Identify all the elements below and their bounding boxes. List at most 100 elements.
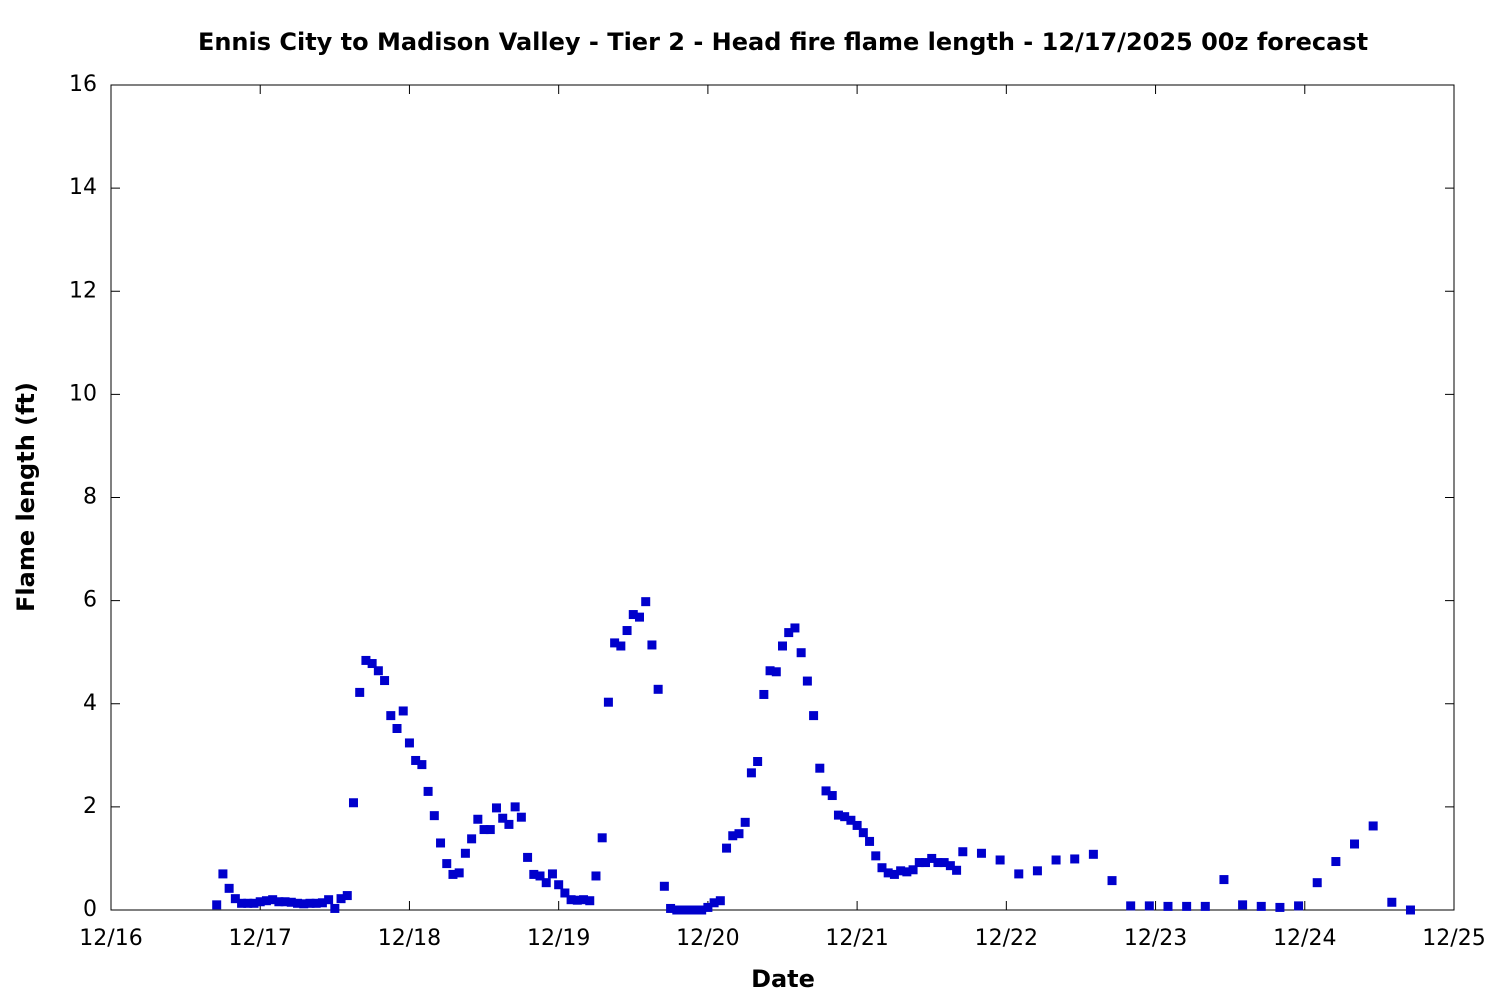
data-point <box>734 829 744 839</box>
y-tick-label: 0 <box>83 897 97 922</box>
data-point <box>348 798 358 808</box>
data-point <box>659 881 669 891</box>
data-point <box>790 623 800 633</box>
y-tick-label: 8 <box>83 485 97 510</box>
y-tick-label: 16 <box>69 72 97 97</box>
x-tick-label: 12/18 <box>378 926 441 951</box>
data-point <box>765 666 775 676</box>
data-point <box>442 859 452 869</box>
data-point <box>815 763 825 773</box>
data-point <box>1256 901 1266 911</box>
data-point <box>429 811 439 821</box>
data-point <box>392 724 402 733</box>
data-point <box>541 878 551 888</box>
data-point <box>622 626 632 636</box>
data-point <box>560 888 570 898</box>
data-point <box>305 898 315 908</box>
data-point <box>603 697 613 707</box>
data-point <box>479 825 489 835</box>
data-point <box>1405 905 1415 915</box>
data-point <box>448 869 458 879</box>
data-point <box>871 851 881 861</box>
data-point <box>628 610 638 620</box>
data-point <box>324 895 334 905</box>
data-point <box>423 786 433 796</box>
data-point <box>896 866 906 876</box>
data-point <box>616 641 626 651</box>
data-point <box>1088 849 1098 859</box>
data-point <box>1107 876 1117 886</box>
data-point <box>218 869 228 879</box>
data-point <box>610 638 620 648</box>
data-point <box>367 659 377 669</box>
data-point <box>821 786 831 796</box>
data-point <box>740 817 750 827</box>
data-point <box>566 895 576 905</box>
data-point <box>504 819 514 829</box>
data-point <box>237 898 247 908</box>
data-point <box>914 858 924 868</box>
data-point <box>678 905 688 915</box>
data-point <box>728 831 738 841</box>
data-point <box>597 833 607 843</box>
x-tick-label: 12/21 <box>825 926 888 951</box>
data-point <box>1032 866 1042 876</box>
data-point <box>952 865 962 875</box>
data-point <box>1387 897 1397 907</box>
data-point <box>243 898 253 908</box>
y-tick-label: 4 <box>83 691 97 716</box>
x-tick-label: 12/19 <box>527 926 590 951</box>
data-point <box>1182 901 1192 911</box>
x-tick-label: 12/22 <box>975 926 1038 951</box>
data-point <box>579 895 589 905</box>
data-point <box>1014 869 1024 879</box>
data-point <box>293 898 303 908</box>
data-point <box>784 628 794 638</box>
data-point <box>995 855 1005 865</box>
data-point <box>858 828 868 838</box>
data-point <box>467 834 477 844</box>
data-point <box>703 902 713 912</box>
data-point <box>666 903 676 913</box>
data-point <box>771 667 781 677</box>
data-point <box>976 848 986 858</box>
data-point <box>591 871 601 881</box>
data-point <box>261 896 271 906</box>
data-point <box>902 867 912 877</box>
x-tick-label: 12/23 <box>1124 926 1187 951</box>
data-point <box>1331 857 1341 867</box>
data-point <box>1051 855 1061 865</box>
data-point <box>411 755 421 765</box>
data-point <box>1275 902 1285 912</box>
x-tick-label: 12/20 <box>676 926 739 951</box>
y-tick-label: 14 <box>69 175 97 200</box>
data-point <box>846 815 856 825</box>
data-point <box>336 894 346 904</box>
data-point <box>249 898 259 908</box>
data-point <box>778 641 787 651</box>
data-point <box>939 858 949 868</box>
data-point <box>877 863 887 873</box>
data-point <box>1368 821 1378 831</box>
data-point <box>255 897 265 907</box>
data-point <box>796 648 806 658</box>
x-tick-label: 12/25 <box>1422 926 1485 951</box>
data-point <box>224 883 234 893</box>
data-point <box>1312 878 1322 888</box>
data-point <box>1163 901 1173 911</box>
x-tick-label: 12/16 <box>79 926 142 951</box>
data-point <box>330 903 340 913</box>
data-point <box>641 597 651 607</box>
data-point <box>1350 839 1360 849</box>
y-tick-label: 6 <box>83 588 97 613</box>
y-axis-label: Flame length (ft) <box>12 382 40 612</box>
data-point <box>361 655 371 665</box>
data-point <box>802 676 812 686</box>
data-point <box>274 897 284 907</box>
data-point <box>554 880 564 890</box>
x-tick-label: 12/24 <box>1273 926 1336 951</box>
data-point <box>1294 901 1304 911</box>
y-tick-label: 2 <box>83 794 97 819</box>
x-axis-label: Date <box>751 965 815 993</box>
